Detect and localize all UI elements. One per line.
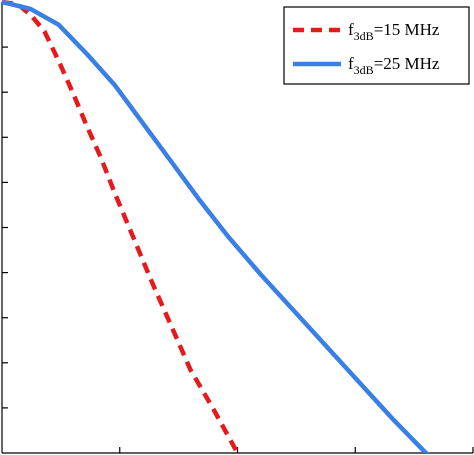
series-line-1 bbox=[2, 0, 242, 453]
legend: f3dB=15 MHz f3dB=25 MHz bbox=[283, 6, 470, 85]
legend-label-2: f3dB=25 MHz bbox=[348, 54, 440, 77]
series-line-2 bbox=[2, 0, 431, 453]
legend-box bbox=[283, 6, 470, 85]
plot-area bbox=[2, 0, 431, 453]
legend-label-1: f3dB=15 MHz bbox=[348, 20, 440, 43]
